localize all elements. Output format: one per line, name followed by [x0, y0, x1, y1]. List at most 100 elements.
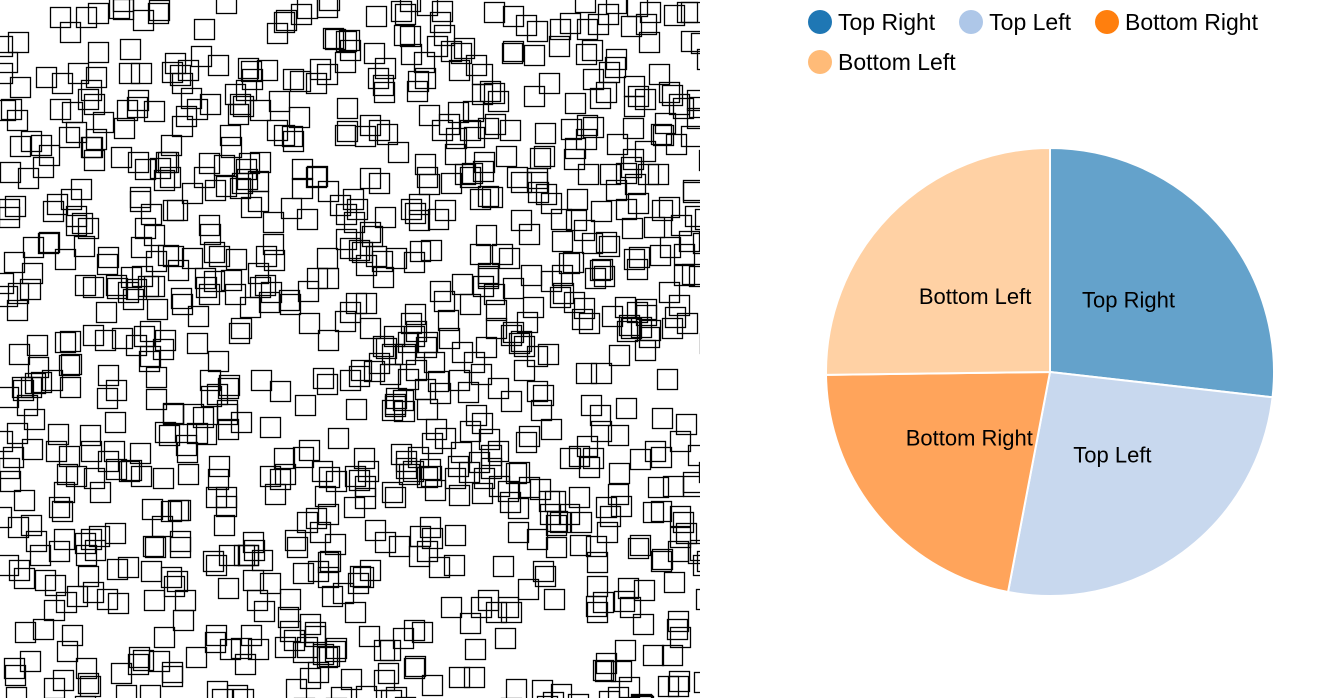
scatter-point [586, 575, 609, 598]
scatter-point [552, 282, 575, 305]
legend-item-bottom-left[interactable]: Bottom Left [808, 46, 956, 78]
scatter-point [355, 292, 378, 315]
scatter-point [32, 618, 55, 641]
scatter-point [634, 339, 657, 362]
scatter-point [517, 578, 540, 601]
scatter-point [324, 640, 347, 663]
pie-slice-top-right[interactable] [1049, 146, 1275, 399]
legend-item-top-left[interactable]: Top Left [959, 6, 1071, 38]
scatter-point [623, 248, 646, 271]
scatter-point [154, 421, 177, 444]
scatter-point [675, 522, 698, 545]
scatter-point [13, 567, 36, 590]
scatter-point [77, 88, 100, 111]
scatter-point [416, 331, 439, 354]
scatter-point [278, 289, 301, 312]
scatter-point [316, 373, 339, 396]
scatter-point [119, 38, 142, 61]
scatter-point [606, 133, 629, 156]
scatter-point [254, 274, 277, 297]
scatter-point [375, 337, 398, 360]
scatter-point [75, 6, 98, 29]
scatter-point [262, 211, 285, 234]
scatter-point [0, 272, 15, 295]
scatter-point [273, 124, 296, 147]
scatter-point [672, 511, 695, 534]
scatter-point [477, 267, 500, 290]
scatter-point [500, 601, 523, 624]
scatter-point [215, 175, 238, 198]
scatter-point [472, 160, 495, 183]
scatter-point [688, 96, 700, 119]
scatter-point [148, 0, 171, 22]
scatter-point [180, 87, 203, 110]
scatter-point [550, 683, 573, 698]
scatter-point [526, 345, 549, 368]
scatter-point [513, 359, 536, 382]
scatter-point [3, 657, 26, 680]
scatter-point [480, 444, 503, 467]
scatter-point [118, 62, 141, 85]
pie-chart: Top Right Top Left Bottom Right Bottom L… [700, 0, 1340, 698]
scatter-point [324, 28, 347, 51]
scatter-point [247, 262, 270, 285]
scatter-point [317, 566, 340, 589]
scatter-point [92, 111, 115, 134]
legend-item-bottom-right[interactable]: Bottom Right [1095, 6, 1258, 38]
scatter-point [421, 527, 444, 550]
scatter-point [284, 529, 307, 552]
scatter-point [368, 172, 391, 195]
scatter-point [404, 303, 427, 326]
scatter-point [419, 458, 442, 481]
scatter-point [664, 306, 687, 329]
scatter-point [558, 503, 581, 526]
pie-slice-top-left[interactable] [1006, 370, 1274, 597]
scatter-point [682, 181, 700, 204]
scatter-point [381, 343, 404, 366]
scatter-point [487, 440, 510, 463]
scatter-point [445, 127, 468, 150]
scatter-point [74, 274, 97, 297]
scatter-point [569, 534, 592, 557]
scatter-point [593, 265, 616, 288]
scatter-point [203, 270, 226, 293]
scatter-point [198, 214, 221, 237]
scatter-point [195, 276, 218, 299]
scatter-point [443, 554, 466, 577]
scatter-point [377, 662, 400, 685]
legend-item-top-right[interactable]: Top Right [808, 6, 935, 38]
scatter-point [499, 491, 522, 514]
scatter-point [83, 93, 106, 116]
scatter-point [427, 208, 450, 231]
scatter-point [162, 245, 185, 268]
scatter-point [359, 221, 382, 244]
pie-slice-bottom-left[interactable] [825, 146, 1051, 376]
scatter-point [207, 350, 230, 373]
scatter-point [444, 524, 467, 547]
scatter-point [607, 686, 630, 698]
scatter-point [487, 377, 510, 400]
pie-slice-bottom-right[interactable] [825, 370, 1052, 594]
scatter-point [473, 151, 496, 174]
scatter-point [200, 385, 223, 408]
scatter-point [515, 14, 538, 37]
scatter-point [666, 618, 689, 641]
scatter-point [661, 317, 684, 340]
scatter-point [599, 163, 622, 186]
scatter-point [38, 231, 61, 254]
scatter-point [462, 100, 485, 123]
scatter-point [58, 126, 81, 149]
scatter-point [393, 24, 416, 47]
scatter-point [82, 324, 105, 347]
scatter-point [108, 0, 131, 20]
scatter-point [88, 525, 111, 548]
scatter-point [344, 465, 367, 488]
scatter-point [605, 48, 628, 71]
scatter-point [692, 554, 700, 577]
scatter-point [208, 245, 231, 268]
scatter-point [285, 678, 308, 698]
scatter-point [61, 624, 84, 647]
scatter-point [437, 309, 460, 332]
scatter-point [440, 172, 463, 195]
scatter-point [400, 198, 423, 221]
